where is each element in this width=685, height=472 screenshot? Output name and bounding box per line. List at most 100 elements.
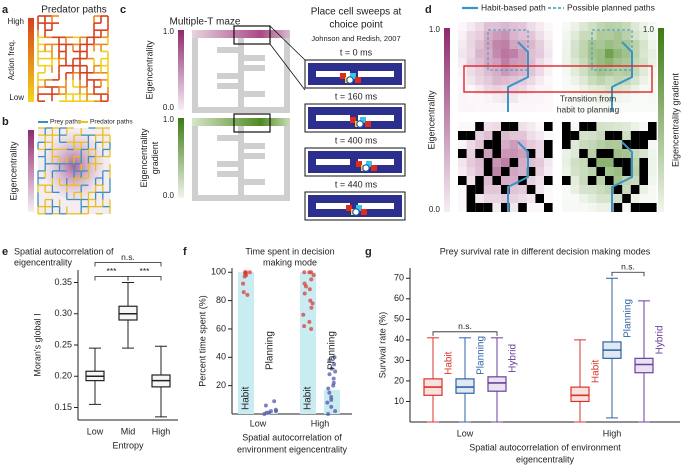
pixel	[535, 85, 544, 94]
data-point	[303, 284, 308, 289]
pixel	[458, 176, 467, 185]
pixel	[509, 185, 519, 194]
pixel	[579, 140, 588, 149]
pixel	[475, 140, 484, 149]
pixel	[562, 131, 571, 140]
pixel	[630, 76, 640, 85]
pixel	[613, 49, 623, 58]
pixel	[648, 149, 657, 158]
pixel	[622, 67, 631, 76]
pixel	[622, 158, 631, 167]
pixel	[579, 49, 588, 58]
pixel	[518, 67, 527, 76]
sweep-time-label: t = 0 ms	[340, 47, 373, 57]
sweep-track	[308, 151, 316, 173]
panel-letter: a	[2, 4, 9, 16]
y-tick-label: 100	[211, 267, 226, 277]
pixel	[613, 31, 623, 40]
x-tick-label: High	[311, 418, 330, 428]
pixel	[458, 158, 467, 167]
pixel	[622, 149, 631, 158]
pixel	[622, 22, 631, 31]
pixel	[518, 85, 527, 94]
pixel	[475, 185, 484, 194]
box	[634, 357, 654, 374]
sweep-track	[308, 107, 316, 129]
pixel	[630, 58, 640, 67]
colorbar	[178, 118, 184, 198]
pixel	[535, 140, 544, 149]
rat-position	[352, 208, 360, 216]
pixel	[492, 194, 501, 203]
pixel	[535, 194, 544, 203]
colorbar-label: gradient	[150, 141, 160, 174]
pixel	[562, 103, 571, 112]
pixel	[501, 40, 510, 49]
pixel	[648, 203, 657, 212]
data-point	[329, 366, 334, 371]
pixel	[630, 167, 640, 176]
significance-bracket	[611, 271, 645, 277]
data-point	[331, 376, 336, 381]
pixel	[544, 40, 553, 49]
pixel	[509, 149, 519, 158]
pixel	[562, 22, 571, 31]
pixel	[605, 158, 614, 167]
pixel	[475, 158, 484, 167]
data-point	[302, 324, 307, 329]
pixel	[544, 131, 553, 140]
pixel	[483, 203, 493, 212]
pixel	[562, 122, 571, 131]
pixel	[639, 185, 648, 194]
pixel	[483, 149, 493, 158]
pixel	[613, 22, 623, 31]
rat-position	[356, 120, 364, 128]
pixel	[501, 76, 510, 85]
pixel	[466, 94, 476, 103]
panel-letter: d	[425, 4, 432, 16]
pixel	[466, 131, 476, 140]
pixel	[518, 194, 527, 203]
pixel	[518, 185, 527, 194]
pixel	[562, 167, 571, 176]
pixel	[535, 158, 544, 167]
x-tick-label: High	[603, 428, 622, 438]
sweep-activity	[340, 73, 346, 79]
pixel	[570, 76, 580, 85]
pixel	[622, 85, 631, 94]
pixel	[526, 94, 536, 103]
x-axis-label: Entropy	[112, 440, 144, 450]
pixel	[492, 31, 501, 40]
y-tick-label: 20	[216, 380, 226, 390]
pixel	[458, 40, 467, 49]
x-tick-label: Mid	[121, 426, 136, 436]
pixel	[466, 67, 476, 76]
y-tick-label: 0.20	[54, 371, 72, 381]
pixel	[648, 103, 657, 112]
x-axis-label: eigencentrality	[516, 454, 575, 464]
planned-path	[591, 29, 633, 71]
pixel	[526, 149, 536, 158]
pixel	[501, 185, 510, 194]
data-point	[308, 298, 313, 303]
pixel	[475, 49, 484, 58]
pixel	[562, 58, 571, 67]
y-tick-label: 10	[394, 396, 404, 406]
pixel	[639, 22, 648, 31]
transition-box	[463, 65, 653, 93]
pixel	[622, 185, 631, 194]
pixel	[570, 167, 580, 176]
pixel	[466, 103, 476, 112]
chart-title: Spatial autocorrelation of	[14, 246, 114, 256]
pixel	[483, 140, 493, 149]
pixel	[639, 122, 648, 131]
pixel	[596, 176, 605, 185]
pixel	[596, 40, 605, 49]
pixel	[562, 94, 571, 103]
y-tick-label: 50	[394, 314, 404, 324]
sweep-activity	[356, 205, 362, 211]
colorbar-label: High	[8, 17, 24, 26]
pixel	[613, 85, 623, 94]
pixel	[587, 194, 597, 203]
series-label: Planning	[476, 336, 487, 375]
